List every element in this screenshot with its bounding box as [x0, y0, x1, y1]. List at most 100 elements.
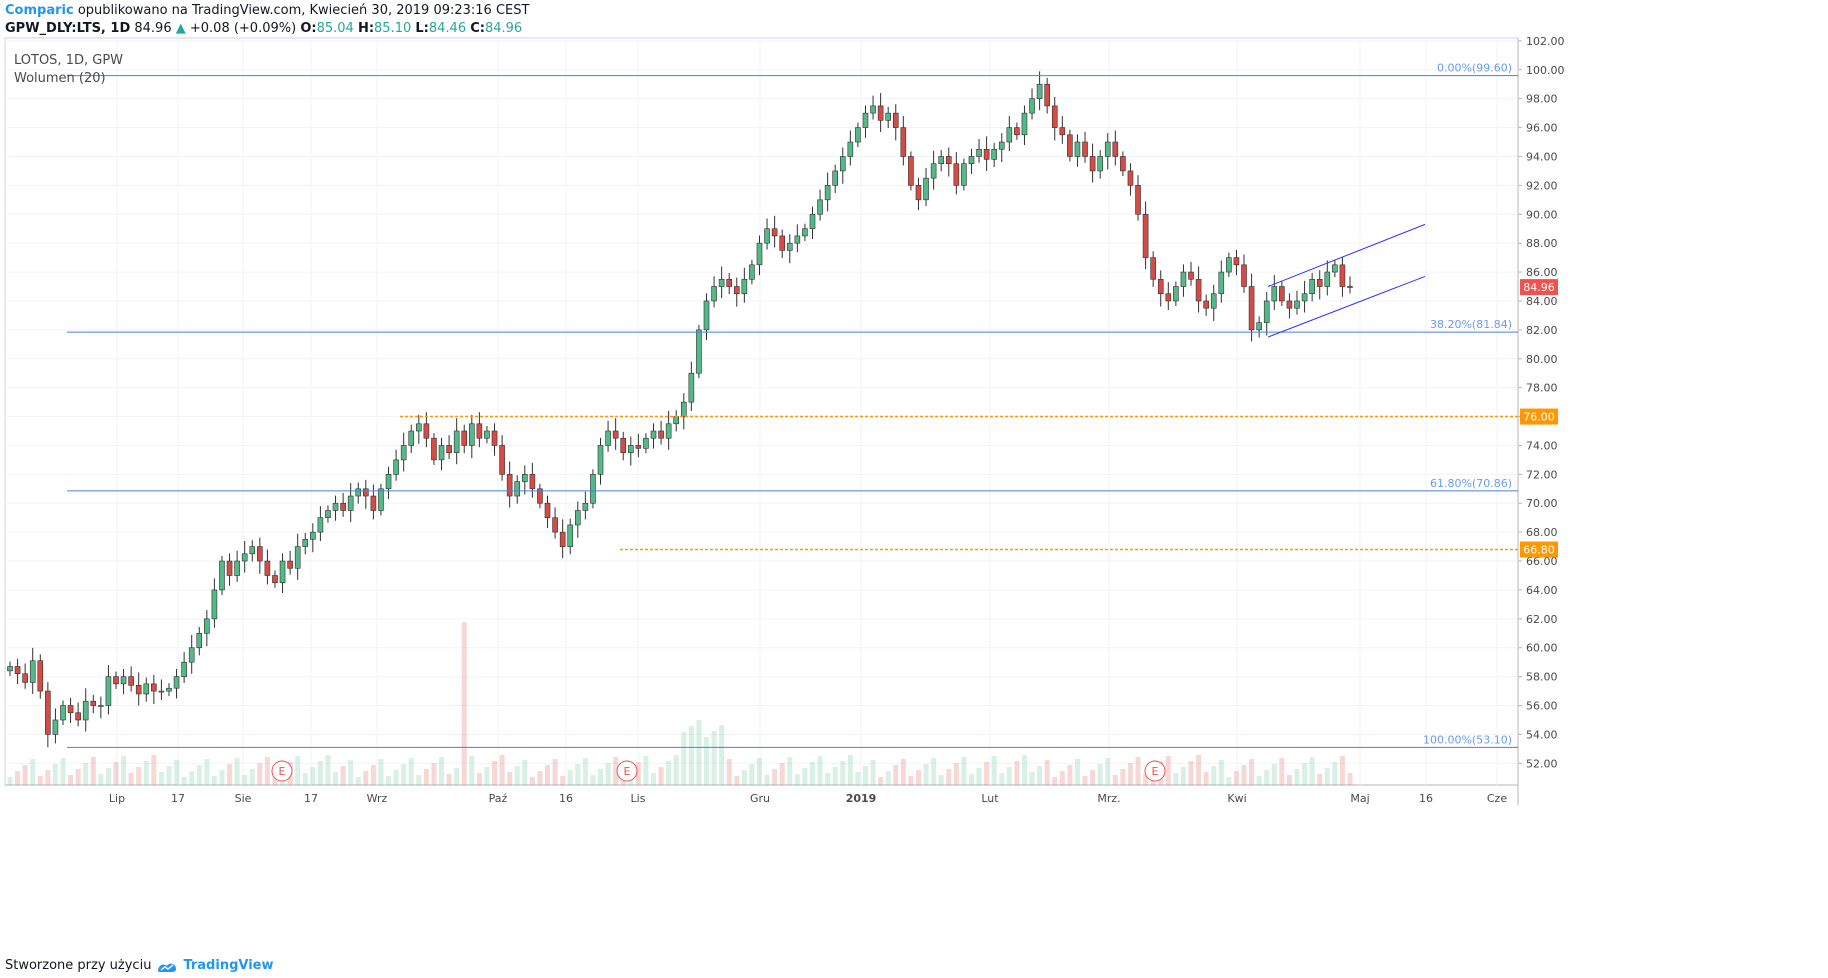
x-tick-label: Lut	[981, 792, 999, 805]
candle-body	[605, 430, 611, 446]
candle-body	[839, 156, 846, 172]
volume-bar	[1021, 755, 1027, 785]
low-label: L:	[415, 21, 429, 36]
candle-body	[847, 141, 854, 157]
close-label: C:	[470, 21, 485, 36]
candle-body	[431, 437, 437, 461]
candle-body	[953, 163, 960, 186]
volume-bar	[878, 777, 884, 785]
volume-bar	[37, 776, 43, 785]
volume-bar	[772, 769, 778, 785]
current-price-label: 84.96	[1523, 281, 1555, 294]
candle-body	[181, 661, 187, 677]
volume-bar	[832, 767, 838, 785]
volume-bar	[794, 774, 800, 785]
candle-body	[749, 264, 755, 280]
volume-bar	[529, 777, 535, 785]
volume-bar	[1082, 776, 1088, 785]
candle-body	[135, 685, 142, 695]
volume-bar	[915, 770, 921, 785]
candle-body	[446, 445, 452, 453]
volume-bar	[1324, 768, 1330, 785]
candle-body	[219, 560, 225, 591]
candle-body	[166, 687, 172, 692]
candle-body	[590, 474, 596, 504]
candle-body	[1173, 286, 1179, 302]
candle-body	[976, 148, 982, 157]
candle-body	[1316, 278, 1323, 287]
volume-bar	[1203, 772, 1209, 785]
y-tick-label: 56.00	[1526, 700, 1558, 713]
candle-body	[1271, 286, 1278, 302]
candle-body	[855, 127, 861, 143]
volume-bar	[121, 756, 127, 785]
candle-body	[1241, 264, 1247, 287]
tradingview-logo-icon	[158, 963, 177, 972]
volume-bar	[227, 764, 233, 785]
candle-body	[643, 437, 649, 449]
current-price-tag	[1520, 279, 1558, 296]
y-tick-label: 54.00	[1526, 728, 1558, 741]
candle-body	[673, 416, 680, 425]
volume-bar	[605, 763, 611, 785]
volume-bar	[809, 762, 815, 785]
volume-bar	[249, 769, 255, 785]
candle-body	[559, 531, 566, 547]
volume-bar	[1127, 763, 1133, 785]
candle-body	[915, 185, 922, 201]
candle-body	[1097, 156, 1103, 172]
volume-bar	[476, 773, 482, 785]
x-tick-label: Kwi	[1227, 792, 1246, 805]
candle-body	[332, 502, 339, 511]
volume-bar	[83, 763, 89, 785]
legend-title[interactable]: LOTOS, 1D, GPW	[14, 53, 124, 68]
candle-body	[567, 524, 574, 547]
y-tick-label: 52.00	[1526, 757, 1558, 770]
candle-body	[1188, 271, 1194, 280]
volume-bar	[1180, 767, 1186, 785]
candle-body	[718, 278, 725, 287]
volume-bar	[1271, 764, 1277, 785]
volume-bar	[52, 764, 58, 785]
volume-bar	[264, 757, 270, 785]
volume-bar	[1264, 770, 1270, 785]
volume-bar	[696, 720, 702, 785]
volume-bar	[885, 771, 891, 785]
candle-body	[1044, 83, 1050, 107]
x-tick-label: Sie	[235, 792, 252, 805]
volume-bar	[446, 774, 452, 785]
y-tick-label: 88.00	[1526, 237, 1558, 250]
candle-body	[612, 430, 619, 439]
volume-bar	[862, 766, 868, 785]
legend-volume[interactable]: Wolumen (20)	[14, 71, 106, 86]
volume-bar	[1226, 777, 1232, 785]
candle-body	[809, 213, 816, 230]
candle-body	[1021, 112, 1028, 136]
volume-bar	[984, 762, 990, 785]
candle-body	[930, 163, 937, 179]
volume-bar	[734, 776, 740, 785]
candle-body	[627, 445, 634, 453]
volume-bar	[461, 622, 467, 785]
volume-bar	[408, 758, 414, 785]
volume-bar	[492, 761, 498, 785]
y-tick-label: 98.00	[1526, 93, 1558, 106]
volume-bar	[295, 756, 301, 785]
y-tick-label: 62.00	[1526, 613, 1558, 626]
volume-bar	[181, 777, 187, 785]
candle-body	[257, 546, 263, 562]
quote-line: GPW_DLY:LTS, 1D 84.96 ▲ +0.08 (+0.09%) O…	[5, 21, 522, 36]
volume-bar	[1120, 769, 1126, 785]
candle-body	[423, 423, 430, 439]
candle-body	[597, 445, 604, 475]
footer-brand[interactable]: TradingView	[183, 958, 274, 973]
volume-bar	[204, 759, 210, 785]
brand-name[interactable]: Comparic	[5, 3, 74, 18]
candle-body	[14, 666, 21, 675]
candle-body	[7, 666, 13, 672]
candle-body	[1120, 156, 1126, 172]
candle-body	[1203, 300, 1209, 309]
candle-body	[340, 502, 346, 511]
y-tick-label: 58.00	[1526, 671, 1558, 684]
